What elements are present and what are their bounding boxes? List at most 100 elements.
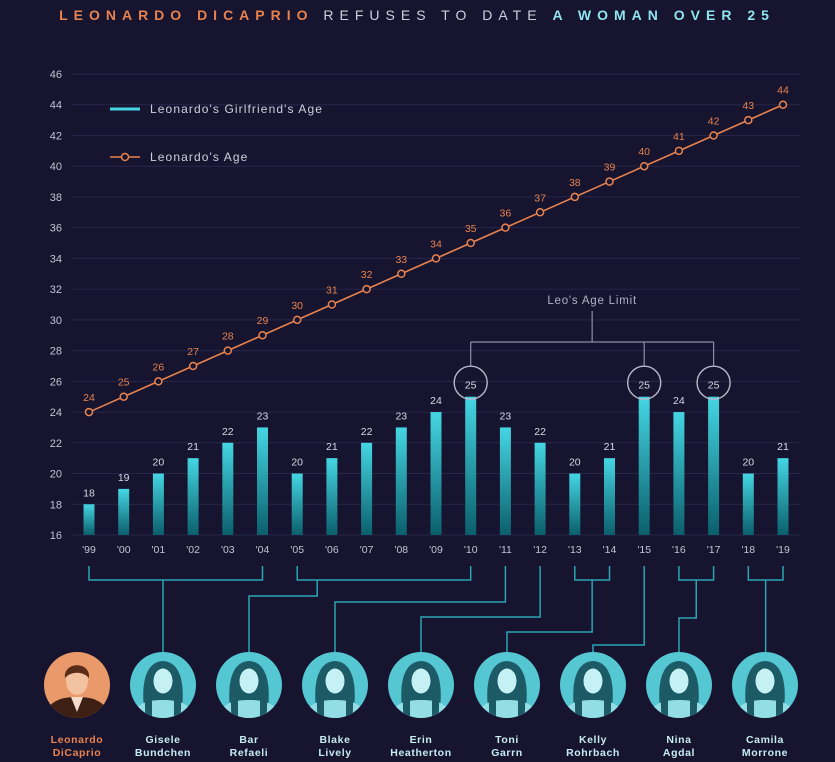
- year-to-person-connectors: [88, 566, 784, 652]
- age-limit-highlight-circle: [627, 365, 662, 400]
- x-tick-label: '03: [221, 544, 235, 556]
- connector-blake-lively: [334, 566, 507, 652]
- y-tick-label: 22: [50, 438, 62, 450]
- leo-age-point: [327, 300, 337, 309]
- x-axis: '99 '00 '01 '02 '03 '04 '05 '06 '07 '08 '09 '10 '11 '…: [82, 544, 790, 556]
- leo-age-point: [258, 330, 267, 340]
- girlfriend-age-bar: [465, 396, 477, 535]
- y-tick-label: 34: [50, 253, 62, 265]
- connector-nina-agdal: [678, 566, 715, 652]
- portrait-figure: [732, 661, 798, 718]
- girlfriend-age-value-label: 25: [708, 380, 720, 392]
- leo-age-value-label: 39: [604, 162, 616, 174]
- person-name-line: Kelly: [579, 734, 607, 746]
- girlfriend-age-value-label: 22: [222, 426, 234, 438]
- girlfriend-age-value-label: 25: [638, 380, 650, 392]
- leo-age-value-label: 38: [569, 177, 581, 189]
- leo-age-point: [744, 115, 753, 125]
- title-part-a-woman-over-25: A WOMAN OVER 25: [552, 7, 775, 23]
- girlfriend-age-value-label: 20: [153, 457, 165, 469]
- portrait-figure: [130, 661, 196, 718]
- y-tick-label: 42: [50, 130, 62, 142]
- leo-age-point: [605, 177, 614, 186]
- x-tick-label: '19: [776, 544, 790, 556]
- portrait-face: [66, 667, 88, 695]
- y-tick-label: 30: [50, 315, 62, 327]
- leo-age-value-label: 37: [534, 192, 546, 204]
- girlfriend-age-bar: [569, 473, 581, 535]
- girlfriend-age-value-label: 20: [742, 457, 754, 469]
- leo-age-value-label: 29: [257, 315, 269, 327]
- person-name-line: Gisele: [145, 734, 180, 746]
- age-limit-annotation: Leo's Age Limit: [453, 295, 731, 400]
- age-limit-label: Leo's Age Limit: [547, 295, 637, 307]
- portrait-hair-strand: [402, 683, 410, 718]
- connector-erin-heatherton: [420, 566, 541, 652]
- girlfriend-age-value-label: 23: [395, 410, 407, 422]
- leo-age-value-label: 36: [500, 208, 512, 220]
- girlfriend-age-value-label: 20: [291, 457, 303, 469]
- girlfriend-age-value-label: 19: [118, 472, 130, 484]
- x-tick-label: '08: [394, 544, 408, 556]
- title-part-leonardo-dicaprio: LEONARDO DICAPRIO: [59, 7, 313, 23]
- leo-age-point: [154, 377, 163, 386]
- leo-age-point: [639, 161, 649, 171]
- portrait-face: [239, 668, 259, 694]
- girlfriend-age-value-label: 21: [326, 441, 338, 453]
- portrait-face: [411, 668, 431, 694]
- leo-age-point: [188, 361, 198, 371]
- portrait-face: [583, 668, 603, 694]
- leo-age-point: [431, 254, 441, 263]
- y-tick-label: 40: [50, 161, 62, 173]
- x-tick-label: '02: [186, 544, 200, 556]
- connector-bar-refaeli: [248, 566, 472, 652]
- portrait-hair-strand: [174, 683, 182, 718]
- y-axis: 16 18 20 22 24 26 28 30 32 34 36 38 40 42 44 46: [50, 69, 62, 542]
- portrait-hair-strand: [604, 683, 612, 718]
- leo-age-value-label: 41: [673, 131, 685, 143]
- person-name-line: Nina: [666, 734, 691, 746]
- portrait-face: [325, 668, 345, 694]
- x-tick-label: '18: [741, 544, 755, 556]
- girlfriend-age-bar: [777, 458, 789, 535]
- x-tick-label: '13: [568, 544, 582, 556]
- age-limit-highlight-circle: [696, 365, 731, 400]
- y-tick-label: 24: [50, 407, 62, 419]
- girlfriend-age-bar: [222, 442, 234, 535]
- portrait-figure: [388, 661, 454, 718]
- y-tick-label: 18: [50, 499, 62, 511]
- person-name-line: Rohrbach: [566, 747, 620, 759]
- girlfriend-age-value-label: 23: [500, 410, 512, 422]
- portrait-hair-strand: [776, 683, 784, 718]
- girlfriend-age-value-label: 23: [257, 410, 269, 422]
- y-tick-label: 28: [50, 346, 62, 358]
- portrait-hair-strand: [518, 683, 526, 718]
- connector-camila-morrone: [747, 566, 784, 652]
- girlfriend-age-bar: [257, 427, 268, 535]
- girlfriend-age-value-label: 22: [361, 426, 373, 438]
- person-name-line: Camila: [746, 734, 784, 746]
- person-name-line: Leonardo: [51, 734, 104, 746]
- legend-leo-marker-icon: [120, 152, 130, 162]
- portrait-face: [153, 668, 173, 694]
- leo-age-point: [84, 407, 94, 417]
- girlfriend-age-bar: [291, 473, 303, 535]
- portrait-hair-strand: [690, 683, 698, 718]
- leo-age-value-label: 43: [742, 100, 754, 112]
- leo-age-point: [778, 100, 788, 109]
- girlfriend-age-value-label: 20: [569, 457, 581, 469]
- legend: Leonardo's Girlfriend's Age Leonardo's A…: [110, 102, 323, 164]
- portrait-hair: [64, 665, 90, 678]
- chart-title: LEONARDO DICAPRIO REFUSES TO DATE A WOMA…: [59, 7, 775, 23]
- legend-girlfriend-label: Leonardo's Girlfriend's Age: [150, 102, 323, 116]
- x-tick-label: '04: [256, 544, 270, 556]
- girlfriend-age-bar: [395, 427, 407, 535]
- portrait-face: [755, 668, 775, 694]
